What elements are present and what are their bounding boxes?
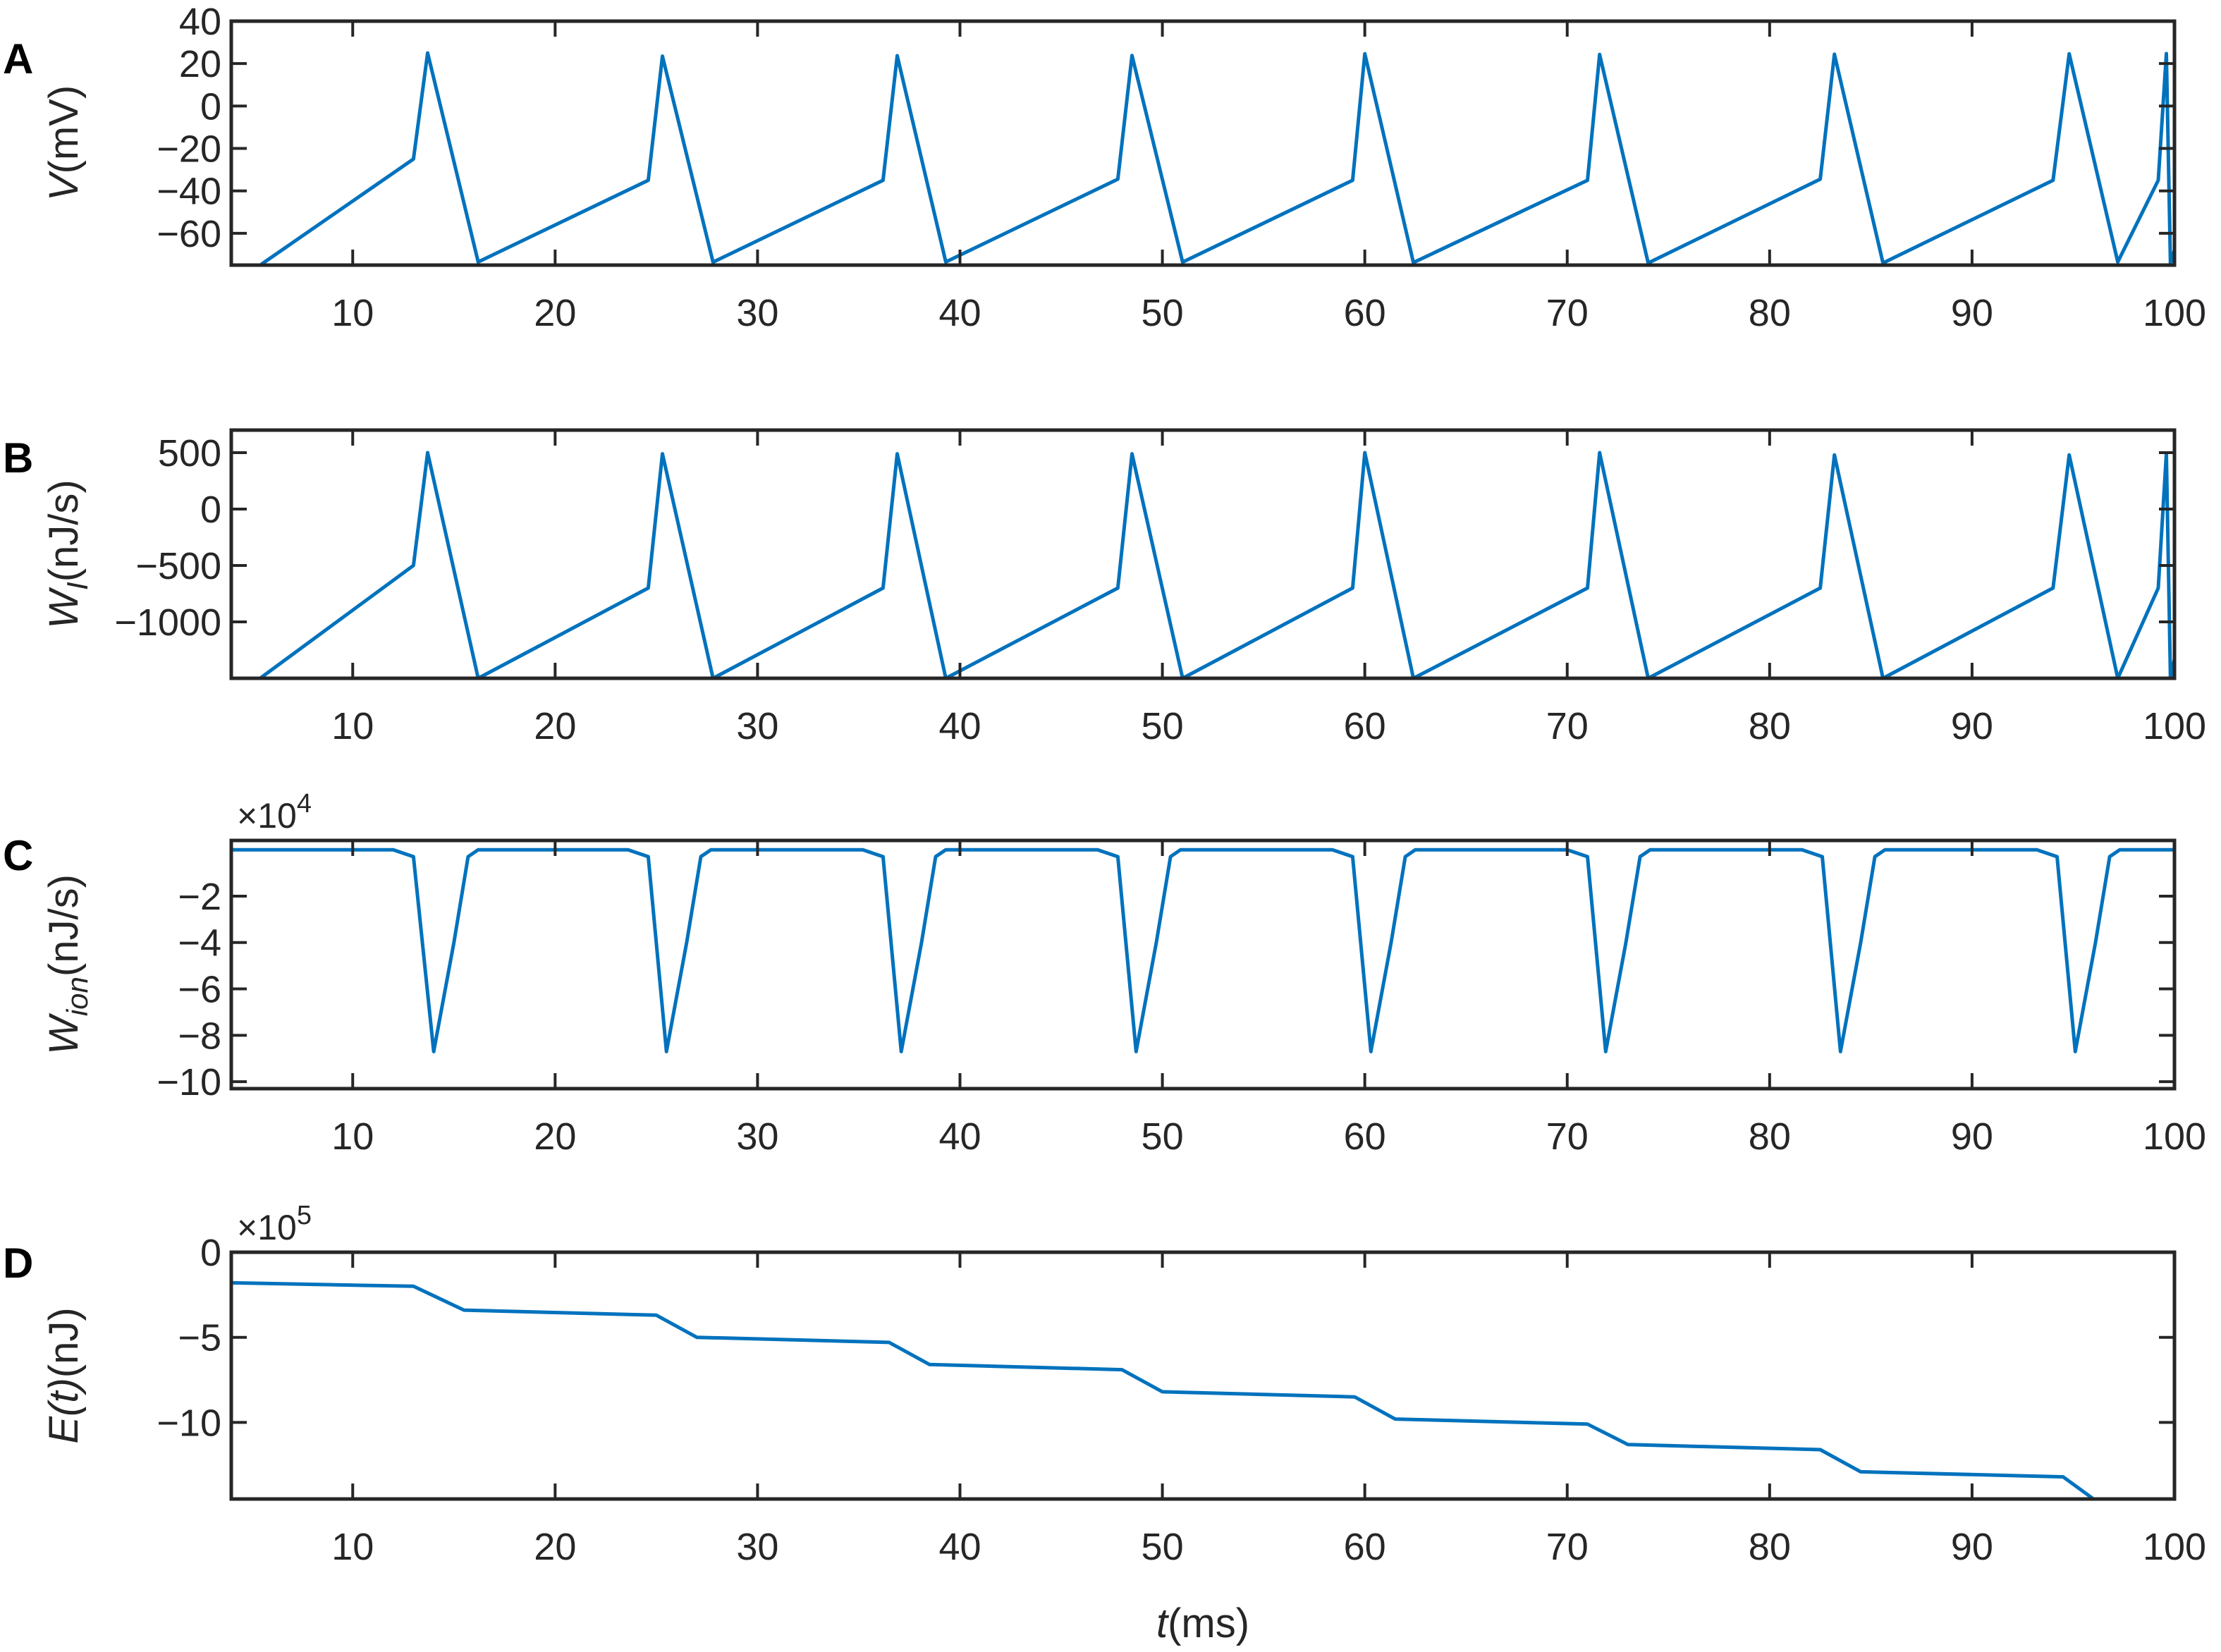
- panel-b-x-tick-label: 90: [1951, 705, 1993, 747]
- panel-a-x-tick-label: 20: [534, 292, 576, 334]
- panel-b-series-line: [259, 451, 2174, 678]
- panel-d-y-axis-label: E(t)(nJ): [41, 1307, 87, 1443]
- panel-d-x-tick-label: 40: [938, 1526, 981, 1568]
- panel-a-y-tick-label: 40: [179, 1, 221, 43]
- panel-b-x-tick-label: 30: [736, 705, 778, 747]
- panel-a-x-tick-label: 50: [1142, 292, 1184, 334]
- panel-d-x-tick-label: 90: [1951, 1526, 1993, 1568]
- panel-b-x-tick-label: 80: [1749, 705, 1791, 747]
- panel-a-y-tick-label: 0: [200, 85, 221, 128]
- panel-d-x-tick-label: 50: [1142, 1526, 1184, 1568]
- panel-b-x-tick-label: 10: [331, 705, 374, 747]
- panel-d-x-axis-label: t(ms): [1156, 1601, 1249, 1646]
- panel-a-letter: A: [3, 35, 33, 82]
- panel-d-x-tick-label: 30: [736, 1526, 778, 1568]
- panel-c-x-tick-label: 80: [1749, 1115, 1791, 1158]
- panel-b-y-axis-label: WI(nJ/s): [41, 479, 94, 628]
- panel-a-y-tick-label: −20: [157, 128, 221, 171]
- panel-a-axes-frame: [229, 19, 2177, 267]
- panel-c-x-tick-label: 60: [1344, 1115, 1386, 1158]
- panel-a-x-tick-label: 90: [1951, 292, 1993, 334]
- panel-d-x-tick-label: 20: [534, 1526, 576, 1568]
- panel-d-y-tick-label: −5: [178, 1317, 221, 1359]
- panel-c-y-axis-label: Wion(nJ/s): [41, 874, 94, 1055]
- panel-b-x-tick-label: 40: [938, 705, 981, 747]
- panel-b-x-tick-label: 20: [534, 705, 576, 747]
- panel-d: D 10 20 30 40 50 60 70 80 90 100 0 −5 −10 ×105 E(t)(nJ)…: [3, 1201, 2206, 1646]
- panel-c-y-tick-label: −6: [178, 969, 221, 1011]
- panel-c-x-tick-label: 90: [1951, 1115, 1993, 1158]
- panel-a: A10 20 30 40 50 60 70 80 90 10040200−20−40−60V(mV…: [3, 1, 2206, 334]
- panel-a-series-line: [259, 51, 2174, 265]
- panel-c-y-tick-label: −4: [178, 922, 221, 965]
- panel-b-letter: B: [3, 434, 33, 482]
- panel-c-x-tick-label: 50: [1142, 1115, 1184, 1158]
- panel-c-y-tick-label: −2: [178, 876, 221, 918]
- panel-d-series-line: [231, 1280, 2174, 1499]
- panel-c: C 10 20 30 40 50 60 70 80 90 100 −2−4−6−8−10 ×104 Wio…: [3, 789, 2206, 1158]
- panel-c-y-tick-label: −8: [178, 1015, 221, 1057]
- panel-c-letter: C: [3, 832, 33, 879]
- panel-a-y-tick-label: 20: [179, 43, 221, 85]
- panel-c-axes-frame: [229, 838, 2177, 1091]
- panel-b-axes-frame: [229, 428, 2177, 680]
- panel-a-x-tick-label: 30: [736, 292, 778, 334]
- panel-b-x-tick-label: 50: [1142, 705, 1184, 747]
- panel-a-x-tick-label: 70: [1546, 292, 1589, 334]
- panel-c-multiplier: ×104: [237, 789, 312, 836]
- panel-c-x-tick-label: 10: [331, 1115, 374, 1158]
- panel-d-axes-frame: [229, 1250, 2177, 1501]
- panel-b-x-tick-label: 100: [2143, 705, 2206, 747]
- panel-b-y-tick-label: 500: [158, 432, 221, 475]
- panel-c-series-line: [231, 848, 2174, 1053]
- panel-a-y-axis-label: V(mV): [41, 85, 87, 201]
- panel-d-x-tick-label: 80: [1749, 1526, 1791, 1568]
- panel-b: B 10 20 30 40 50 60 70 80 90 100 500 0 −500 −1000 WI(nJ…: [3, 428, 2206, 747]
- panel-c-x-tick-label: 100: [2143, 1115, 2206, 1158]
- panel-d-multiplier: ×105: [237, 1201, 312, 1247]
- panel-c-y-tick-label: −10: [157, 1061, 221, 1103]
- panel-a-x-tick-label: 100: [2143, 292, 2206, 334]
- panel-d-y-tick-label: 0: [200, 1232, 221, 1274]
- panel-d-x-tick-label: 70: [1546, 1526, 1589, 1568]
- panel-b-x-tick-label: 70: [1546, 705, 1589, 747]
- panel-d-y-tick-label: −10: [157, 1402, 221, 1444]
- panel-d-letter: D: [3, 1240, 33, 1287]
- panel-a-x-tick-label: 80: [1749, 292, 1791, 334]
- panel-d-x-tick-label: 60: [1344, 1526, 1386, 1568]
- panel-b-y-tick-label: −500: [135, 545, 221, 587]
- panel-c-x-tick-label: 70: [1546, 1115, 1589, 1158]
- panel-b-y-tick-label: 0: [200, 489, 221, 531]
- panel-a-y-tick-label: −40: [157, 171, 221, 213]
- panel-c-x-tick-label: 30: [736, 1115, 778, 1158]
- panel-a-y-tick-label: −60: [157, 213, 221, 255]
- panel-b-x-tick-label: 60: [1344, 705, 1386, 747]
- panel-b-y-tick-label: −1000: [114, 601, 221, 644]
- panel-a-x-tick-label: 10: [331, 292, 374, 334]
- panel-a-x-tick-label: 60: [1344, 292, 1386, 334]
- panel-a-x-tick-label: 40: [938, 292, 981, 334]
- panel-c-x-tick-label: 20: [534, 1115, 576, 1158]
- panel-d-x-tick-label: 10: [331, 1526, 374, 1568]
- panel-c-x-tick-label: 40: [938, 1115, 981, 1158]
- panel-d-x-tick-label: 100: [2143, 1526, 2206, 1568]
